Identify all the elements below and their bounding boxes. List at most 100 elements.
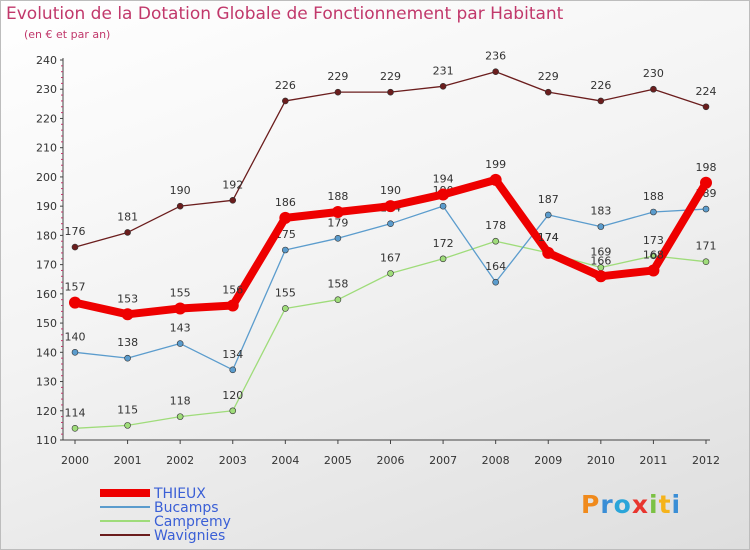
x-tick-label: 2011: [639, 454, 667, 467]
data-point-bucamps: [387, 220, 394, 227]
data-point-campremy: [282, 305, 289, 312]
data-point-thieux: [174, 302, 187, 315]
y-tick-label: 150: [36, 317, 57, 330]
data-point-bucamps: [229, 366, 237, 374]
data-label-wavignies: 229: [327, 70, 348, 83]
data-label-thieux: 153: [117, 292, 138, 305]
x-tick-label: 2001: [114, 454, 142, 467]
x-tick-label: 2002: [166, 454, 194, 467]
data-point-campremy: [334, 296, 342, 303]
data-point-wavignies: [282, 97, 289, 105]
data-point-bucamps: [282, 246, 289, 254]
y-tick-label: 140: [36, 346, 57, 359]
x-tick-label: 2004: [271, 454, 299, 467]
x-tick-label: 2003: [219, 454, 247, 467]
data-point-wavignies: [439, 83, 447, 90]
data-point-campremy: [124, 422, 131, 429]
data-label-thieux: 188: [327, 190, 348, 203]
data-label-wavignies: 176: [65, 225, 86, 238]
chart-title: Evolution de la Dotation Globale de Fonc…: [6, 4, 564, 24]
data-label-thieux: 194: [433, 172, 454, 185]
legend-label-campremy: Campremy: [154, 514, 231, 530]
data-point-bucamps: [124, 354, 131, 362]
data-point-wavignies: [544, 88, 552, 96]
x-tick-label: 2012: [692, 454, 720, 467]
data-point-wavignies: [597, 97, 605, 105]
data-label-thieux: 190: [380, 184, 401, 197]
data-point-bucamps: [597, 223, 605, 230]
data-label-campremy: 173: [643, 234, 664, 247]
data-point-campremy: [229, 407, 237, 415]
data-point-bucamps: [702, 205, 710, 213]
y-tick-label: 200: [36, 171, 57, 184]
data-point-thieux: [594, 270, 607, 283]
x-tick-label: 2008: [482, 454, 510, 467]
y-tick-label: 170: [36, 259, 57, 272]
data-label-thieux: 174: [538, 231, 559, 244]
data-point-thieux: [542, 246, 555, 259]
data-label-bucamps: 143: [170, 322, 191, 335]
x-tick-label: 2000: [61, 454, 89, 467]
data-label-campremy: 172: [433, 237, 454, 250]
x-tick-label: 2007: [429, 454, 457, 467]
data-point-thieux: [279, 211, 292, 224]
chart-subtitle: (en € et par an): [24, 28, 111, 41]
x-tick-label: 2006: [377, 454, 405, 467]
y-tick-label: 190: [36, 200, 57, 213]
data-point-bucamps: [650, 208, 657, 216]
data-label-thieux: 156: [222, 284, 243, 297]
y-tick-label: 240: [36, 54, 57, 67]
data-label-campremy: 171: [696, 240, 717, 253]
data-label-thieux: 199: [485, 158, 506, 171]
data-label-thieux: 155: [170, 286, 191, 299]
data-label-wavignies: 226: [275, 79, 296, 92]
data-point-thieux: [489, 173, 502, 186]
data-label-campremy: 169: [590, 246, 611, 259]
data-label-campremy: 155: [275, 286, 296, 299]
data-point-thieux: [331, 206, 344, 218]
x-tick-label: 2009: [534, 454, 562, 467]
data-label-campremy: 114: [65, 406, 86, 419]
data-point-campremy: [439, 255, 447, 263]
y-tick-label: 110: [36, 434, 57, 447]
data-label-wavignies: 231: [433, 64, 454, 77]
data-label-wavignies: 224: [696, 85, 717, 98]
data-label-thieux: 186: [275, 196, 296, 209]
data-label-wavignies: 229: [538, 70, 559, 83]
data-label-bucamps: 138: [117, 336, 138, 349]
y-tick-label: 230: [36, 83, 57, 96]
data-label-bucamps: 188: [643, 190, 664, 203]
y-tick-label: 210: [36, 142, 57, 155]
data-label-thieux: 168: [643, 248, 664, 261]
data-point-thieux: [647, 264, 660, 277]
data-point-bucamps: [492, 278, 499, 286]
data-label-wavignies: 190: [170, 184, 191, 197]
data-point-bucamps: [176, 340, 184, 347]
data-point-thieux: [437, 188, 450, 201]
data-label-bucamps: 134: [222, 348, 243, 361]
y-tick-label: 120: [36, 405, 57, 418]
data-point-bucamps: [544, 211, 552, 219]
x-tick-label: 2010: [587, 454, 615, 467]
legend-label-wavignies: Wavignies: [154, 528, 225, 544]
data-label-wavignies: 226: [590, 79, 611, 92]
data-label-campremy: 120: [222, 389, 243, 402]
data-label-thieux: 157: [65, 281, 86, 294]
data-point-bucamps: [439, 202, 447, 210]
data-point-campremy: [492, 237, 499, 245]
data-point-wavignies: [650, 85, 657, 93]
proxiti-logo: Proxiti: [581, 490, 682, 519]
data-point-campremy: [702, 258, 710, 265]
data-point-campremy: [176, 413, 184, 420]
data-label-bucamps: 183: [590, 205, 611, 218]
data-label-bucamps: 164: [485, 260, 506, 273]
data-point-wavignies: [387, 88, 394, 96]
data-label-wavignies: 230: [643, 67, 664, 80]
data-label-campremy: 167: [380, 251, 401, 264]
y-tick-label: 180: [36, 229, 57, 242]
data-point-wavignies: [229, 197, 237, 204]
data-point-wavignies: [176, 202, 184, 210]
legend-label-thieux: THIEUX: [153, 486, 206, 502]
data-point-thieux: [121, 308, 134, 321]
